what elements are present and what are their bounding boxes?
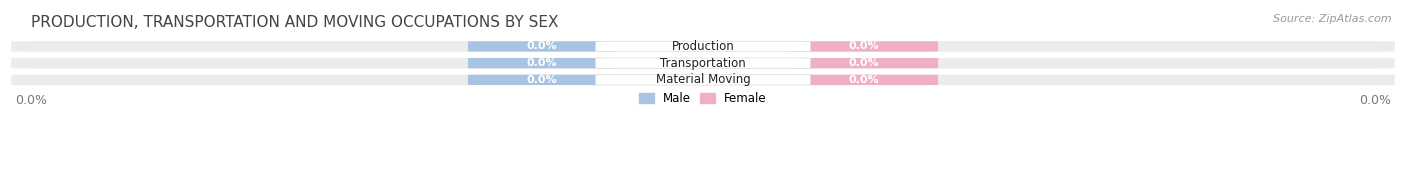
- Text: Material Moving: Material Moving: [655, 73, 751, 86]
- FancyBboxPatch shape: [468, 58, 616, 68]
- Legend: Male, Female: Male, Female: [634, 87, 772, 110]
- FancyBboxPatch shape: [790, 41, 938, 52]
- Text: Source: ZipAtlas.com: Source: ZipAtlas.com: [1274, 14, 1392, 24]
- FancyBboxPatch shape: [596, 41, 810, 52]
- Text: 0.0%: 0.0%: [849, 58, 880, 68]
- FancyBboxPatch shape: [596, 75, 810, 85]
- FancyBboxPatch shape: [790, 58, 938, 68]
- Text: PRODUCTION, TRANSPORTATION AND MOVING OCCUPATIONS BY SEX: PRODUCTION, TRANSPORTATION AND MOVING OC…: [31, 15, 558, 30]
- FancyBboxPatch shape: [11, 58, 1395, 68]
- Text: Production: Production: [672, 40, 734, 53]
- FancyBboxPatch shape: [11, 41, 1395, 52]
- FancyBboxPatch shape: [468, 41, 616, 52]
- FancyBboxPatch shape: [11, 75, 1395, 85]
- Text: 0.0%: 0.0%: [526, 58, 557, 68]
- Text: Transportation: Transportation: [661, 57, 745, 70]
- Text: 0.0%: 0.0%: [526, 42, 557, 52]
- FancyBboxPatch shape: [468, 75, 616, 85]
- Text: 0.0%: 0.0%: [526, 75, 557, 85]
- FancyBboxPatch shape: [790, 75, 938, 85]
- FancyBboxPatch shape: [596, 58, 810, 68]
- Text: 0.0%: 0.0%: [849, 75, 880, 85]
- Text: 0.0%: 0.0%: [849, 42, 880, 52]
